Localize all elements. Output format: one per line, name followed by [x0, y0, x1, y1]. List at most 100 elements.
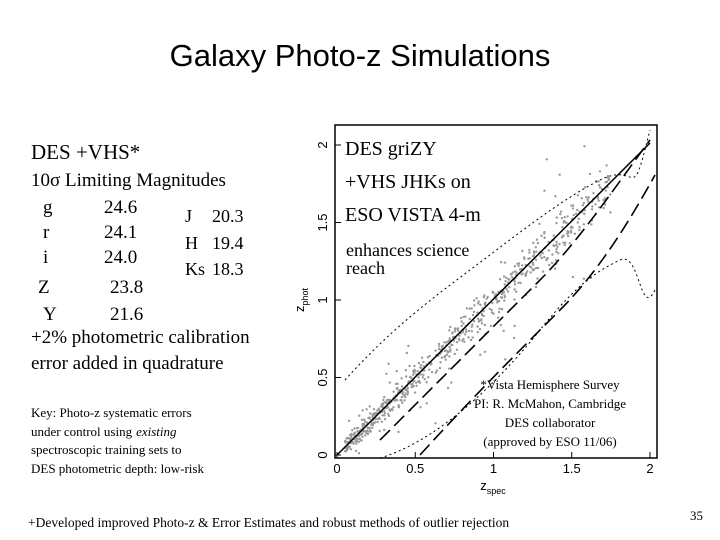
- scatter-dot: [553, 267, 557, 270]
- scatter-dot: [408, 364, 411, 368]
- scatter-dot: [411, 382, 414, 386]
- scatter-dot: [564, 241, 567, 244]
- vhs-mag: 20.3: [212, 206, 244, 226]
- key-text: Key: Photo-z systematic errors: [31, 405, 192, 420]
- heading: DES +VHS*: [31, 140, 140, 165]
- scatter-dot: [498, 307, 501, 310]
- band-name: Y: [43, 304, 57, 325]
- scatter-dot: [586, 198, 589, 201]
- scatter-dot: [496, 301, 499, 304]
- scatter-dot: [410, 386, 413, 389]
- key-text: DES photometric depth: low-risk: [31, 460, 204, 476]
- scatter-dot: [387, 414, 391, 418]
- scatter-dot: [515, 290, 518, 293]
- y-tick-label: 2: [315, 141, 330, 148]
- scatter-dot: [355, 426, 359, 430]
- scatter-dot: [552, 234, 555, 237]
- scatter-dot: [572, 213, 575, 217]
- scatter-dot: [489, 324, 493, 327]
- scatter-dot: [506, 290, 510, 293]
- scatter-dot: [361, 425, 364, 428]
- scatter-dot: [571, 275, 575, 279]
- scatter-dot: [582, 223, 585, 226]
- scatter-dot: [377, 407, 380, 410]
- scatter-dot: [559, 210, 563, 213]
- scatter-dot: [458, 339, 461, 342]
- scatter-dot: [523, 257, 526, 261]
- scatter-dot: [409, 376, 412, 379]
- scatter-dot: [547, 249, 550, 252]
- scatter-dot: [434, 371, 438, 374]
- scatter-dot: [504, 358, 507, 361]
- scatter-dot: [361, 435, 364, 438]
- scatter-dot: [576, 221, 579, 224]
- scatter-dot: [504, 280, 507, 283]
- key-line: under control using existing: [31, 424, 177, 440]
- scatter-dot: [500, 261, 503, 264]
- scatter-dot: [555, 240, 558, 244]
- scatter-dot: [513, 324, 516, 328]
- overlay-line: +VHS JHKs on: [345, 171, 471, 193]
- scatter-dot: [435, 369, 439, 372]
- scatter-dot: [387, 362, 390, 365]
- scatter-dot: [381, 403, 385, 406]
- scatter-dot: [520, 264, 524, 267]
- scatter-dot: [484, 301, 487, 304]
- scatter-dot: [462, 331, 465, 334]
- scatter-dot: [443, 355, 447, 358]
- scatter-dot: [462, 322, 465, 325]
- scatter-dot: [453, 352, 456, 356]
- overlay-line: DES griZY: [345, 138, 437, 160]
- scatter-dot: [513, 270, 517, 273]
- footnote-line: DES collaborator: [504, 415, 596, 430]
- calibration-line: error added in quadrature: [31, 353, 224, 374]
- plot-frame: [334, 124, 658, 459]
- scatter-dot: [470, 307, 473, 310]
- scatter-dot: [499, 323, 502, 327]
- scatter-dot: [445, 353, 448, 357]
- scatter-dot: [569, 226, 572, 229]
- scatter-dot: [349, 448, 353, 451]
- scatter-dot: [400, 385, 404, 388]
- scatter-dot: [395, 387, 398, 390]
- scatter-dot: [535, 238, 539, 241]
- scatter-dot: [395, 369, 398, 373]
- scatter-dot: [455, 341, 459, 344]
- scatter-dot: [597, 206, 601, 209]
- scatter-dot: [562, 241, 565, 244]
- scatter-dot: [448, 345, 451, 349]
- footnote-line: *Vista Hemisphere Survey: [480, 377, 620, 392]
- y-label: zphot: [292, 287, 310, 312]
- scatter-dot: [497, 290, 500, 294]
- key-line: DES photometric depth: low-risk: [31, 461, 204, 477]
- scatter-dot: [503, 299, 506, 302]
- scatter-dot: [348, 437, 352, 441]
- scatter-dot: [568, 242, 571, 245]
- scatter-dot: [604, 189, 607, 192]
- scatter-dot: [369, 412, 372, 415]
- scatter-dot: [358, 414, 361, 417]
- scatter-dot: [451, 343, 454, 347]
- scatter-dot: [561, 226, 564, 229]
- scatter-dot: [475, 297, 478, 300]
- scatter-dot: [551, 253, 554, 256]
- scatter-dot: [380, 420, 383, 423]
- scatter-dot: [462, 337, 465, 341]
- scatter-dot: [420, 363, 423, 367]
- scatter-dot: [587, 200, 590, 203]
- scatter-dot: [401, 392, 404, 396]
- scatter-dot: [598, 183, 601, 187]
- scatter-dot: [540, 234, 543, 237]
- scatter-dot: [465, 307, 469, 310]
- scatter-dot: [556, 245, 559, 248]
- scatter-dot: [541, 251, 544, 255]
- vhs-band: Ks: [185, 259, 206, 279]
- scatter-dot: [534, 285, 538, 289]
- heading-des: DES: [31, 140, 71, 164]
- scatter-dot: [391, 408, 394, 412]
- scatter-dot: [370, 421, 374, 425]
- scatter-dot: [368, 405, 371, 408]
- scatter-dot: [479, 353, 482, 356]
- scatter-dot: [562, 234, 565, 237]
- band-name: r: [43, 222, 50, 243]
